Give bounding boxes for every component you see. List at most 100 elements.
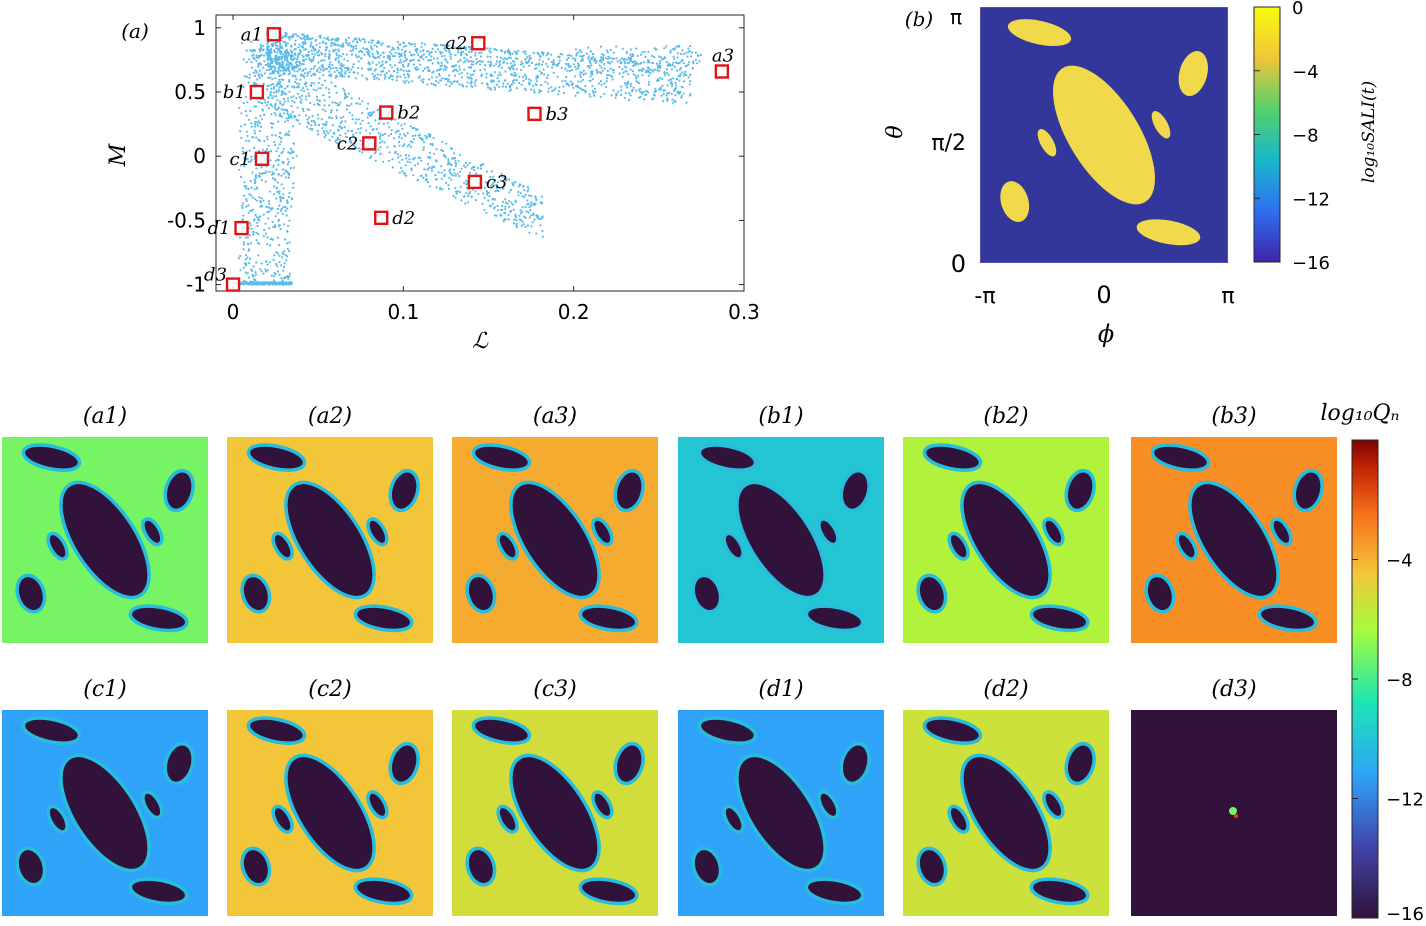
scatter-point <box>284 276 287 279</box>
scatter-point <box>277 219 280 222</box>
scatter-point <box>590 72 593 75</box>
scatter-point <box>293 66 296 70</box>
scatter-point <box>629 68 632 71</box>
scatter-point <box>617 90 620 93</box>
scatter-point <box>512 208 515 212</box>
scatter-point <box>335 74 338 77</box>
scatter-point <box>255 186 258 189</box>
scatter-point <box>270 281 273 284</box>
scatter-point <box>599 45 603 48</box>
scatter-point <box>448 162 451 165</box>
scatter-point <box>259 114 262 117</box>
scatter-point <box>253 188 256 191</box>
scatter-point <box>389 132 393 136</box>
scatter-point <box>245 130 248 133</box>
scatter-point <box>524 193 527 196</box>
scatter-point <box>467 192 471 195</box>
scatter-point <box>622 58 625 61</box>
scatter-point <box>260 205 263 208</box>
scatter-point <box>266 76 269 79</box>
scatter-point <box>454 196 457 199</box>
scatter-point <box>361 74 364 77</box>
scatter-point <box>302 63 305 66</box>
scatter-point <box>278 64 281 67</box>
scatter-point <box>675 45 679 48</box>
scatter-point <box>518 218 521 221</box>
scatter-point <box>511 203 514 206</box>
scatter-point <box>537 63 540 66</box>
scatter-point <box>467 60 470 63</box>
scatter-point <box>453 74 456 77</box>
scatter-point <box>512 222 516 225</box>
scatter-point <box>579 87 582 90</box>
scatter-point <box>476 61 479 64</box>
scatter-point <box>368 114 371 117</box>
scatter-point <box>629 85 633 88</box>
scatter-point <box>324 110 327 113</box>
scatter-point <box>341 73 344 76</box>
scatter-point <box>284 31 287 35</box>
scatter-point <box>637 88 641 91</box>
scatter-point <box>248 139 251 142</box>
scatter-point <box>316 98 319 102</box>
scatter-point <box>416 51 419 54</box>
scatter-point <box>270 83 273 86</box>
scatter-point <box>288 38 291 41</box>
scatter-point <box>276 236 279 239</box>
scatter-point <box>407 154 410 157</box>
scatter-point <box>641 70 644 73</box>
scatter-point <box>518 183 522 186</box>
scatter-point <box>662 93 665 96</box>
scatter-point <box>526 199 529 202</box>
scatter-point <box>534 63 537 66</box>
scatter-point <box>245 75 248 78</box>
marker-a1 <box>266 27 282 42</box>
scatter-point <box>366 50 369 54</box>
scatter-point <box>412 63 415 66</box>
scatter-point <box>474 51 477 54</box>
scatter-point <box>405 70 408 73</box>
scatter-point <box>441 51 444 54</box>
scatter-point <box>518 214 521 217</box>
scatter-point <box>672 61 675 64</box>
scatter-point <box>424 134 427 137</box>
scatter-point <box>488 194 491 198</box>
scatter-point <box>439 187 442 190</box>
scatter-point <box>279 45 282 48</box>
scatter-point <box>262 199 265 202</box>
scatter-point <box>368 62 371 66</box>
scatter-point <box>607 55 610 58</box>
scatter-point <box>485 211 488 215</box>
scatter-point <box>309 43 312 46</box>
scatter-point <box>536 51 539 55</box>
scatter-point <box>248 73 251 76</box>
scatter-point <box>273 67 277 70</box>
scatter-point <box>276 56 279 59</box>
scatter-point <box>513 78 516 82</box>
scatter-point <box>347 92 350 95</box>
scatter-point <box>321 123 324 126</box>
scatter-point <box>593 87 597 90</box>
scatter-point <box>357 147 360 150</box>
scatter-point <box>522 79 525 82</box>
scatter-point <box>471 85 474 88</box>
scatter-point <box>676 69 679 72</box>
scatter-point <box>513 71 516 74</box>
scatter-point <box>601 53 604 56</box>
scatter-point <box>398 135 401 139</box>
scatter-point <box>367 102 370 105</box>
scatter-point <box>260 166 263 169</box>
scatter-point <box>255 54 258 57</box>
scatter-point <box>491 183 494 186</box>
scatter-point <box>413 53 416 56</box>
scatter-point <box>287 97 290 100</box>
scatter-point <box>291 149 294 152</box>
scatter-point <box>287 100 290 103</box>
scatter-point <box>336 69 339 72</box>
scatter-point <box>483 68 486 71</box>
scatter-point <box>385 72 388 75</box>
scatter-point <box>472 60 475 63</box>
scatter-point <box>246 158 249 161</box>
scatter-point <box>252 233 255 236</box>
scatter-point <box>368 55 371 58</box>
